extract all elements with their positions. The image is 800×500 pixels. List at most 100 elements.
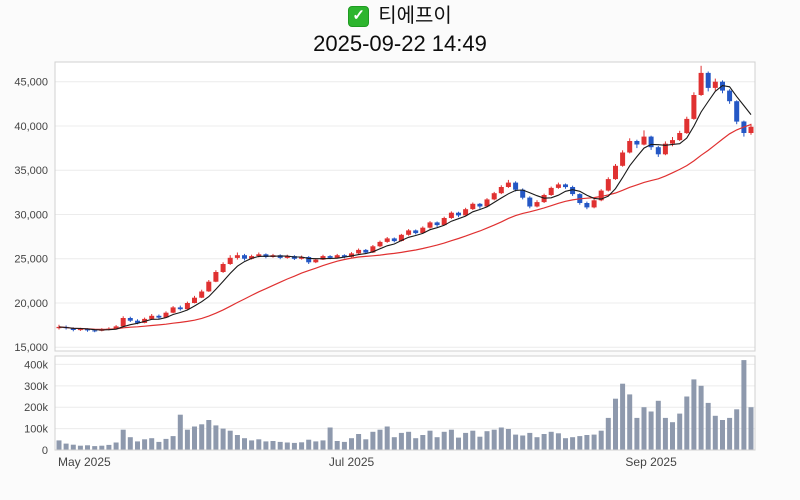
volume-bar bbox=[648, 411, 654, 450]
candle-body bbox=[434, 222, 440, 226]
volume-bar bbox=[120, 429, 126, 450]
volume-bar bbox=[327, 427, 333, 450]
volume-bar bbox=[605, 417, 611, 450]
volume-bar bbox=[534, 437, 540, 450]
volume-bar bbox=[541, 434, 547, 450]
volume-bar bbox=[470, 430, 476, 450]
volume-bar bbox=[513, 434, 519, 450]
volume-bar bbox=[527, 432, 533, 450]
candle-body bbox=[135, 320, 140, 323]
candle-body bbox=[184, 303, 190, 310]
volume-tick-label: 300k bbox=[24, 381, 48, 393]
volume-bar bbox=[299, 442, 305, 450]
candle-body bbox=[620, 152, 626, 166]
volume-bar bbox=[70, 444, 76, 450]
moving-average-5-line bbox=[58, 85, 752, 331]
volume-bar bbox=[206, 420, 212, 450]
candle-body bbox=[427, 222, 433, 228]
candle-body bbox=[584, 203, 590, 208]
price-tick-label: 15,000 bbox=[14, 342, 48, 354]
candle-body bbox=[85, 329, 90, 331]
volume-bar bbox=[734, 409, 740, 450]
candle-body bbox=[505, 182, 511, 187]
price-tick-label: 35,000 bbox=[14, 165, 48, 177]
candle-body bbox=[698, 72, 704, 95]
candle-body bbox=[712, 81, 718, 88]
volume-bars bbox=[56, 360, 754, 450]
candle-body bbox=[670, 140, 675, 144]
volume-bar bbox=[520, 435, 526, 450]
volume-bar bbox=[634, 417, 640, 450]
volume-bar bbox=[99, 445, 105, 450]
volume-bar bbox=[655, 400, 661, 450]
volume-bar bbox=[256, 439, 262, 450]
candle-body bbox=[370, 246, 376, 253]
volume-bar bbox=[234, 435, 240, 450]
candle-body bbox=[284, 256, 290, 258]
x-tick-label: May 2025 bbox=[58, 455, 111, 469]
volume-axis-labels: 0 100k 200k 300k 400k bbox=[24, 359, 48, 457]
volume-bar bbox=[620, 383, 626, 450]
volume-bar bbox=[277, 441, 283, 450]
candle-body bbox=[563, 184, 568, 188]
volume-bar bbox=[156, 441, 162, 450]
candle-body bbox=[605, 179, 611, 191]
volume-bar bbox=[227, 430, 233, 450]
candle-body bbox=[341, 255, 347, 257]
candle-body bbox=[677, 133, 683, 141]
volume-bar bbox=[627, 394, 633, 450]
price-tick-label: 45,000 bbox=[14, 77, 48, 89]
volume-tick-label: 0 bbox=[42, 445, 48, 457]
candle-body bbox=[242, 255, 247, 259]
volume-bar bbox=[563, 438, 568, 450]
green-checkbox-icon: ✓ bbox=[348, 5, 370, 27]
candle-body bbox=[234, 255, 240, 258]
volume-bar bbox=[249, 440, 255, 450]
candle-body bbox=[377, 241, 383, 247]
volume-bar bbox=[448, 429, 454, 450]
volume-bar bbox=[56, 440, 62, 450]
candle-body bbox=[327, 256, 333, 258]
candle-body bbox=[691, 95, 697, 119]
candle-body bbox=[613, 165, 618, 180]
plot-frames bbox=[54, 61, 756, 451]
volume-bar bbox=[291, 442, 297, 450]
candle-body bbox=[320, 256, 326, 260]
volume-tick-label: 200k bbox=[24, 402, 48, 414]
volume-bar bbox=[63, 443, 69, 450]
plot-backgrounds bbox=[55, 62, 755, 450]
volume-bar bbox=[242, 438, 247, 450]
volume-bar bbox=[192, 426, 197, 450]
volume-bar bbox=[670, 422, 675, 450]
volume-bar bbox=[420, 435, 426, 450]
volume-bar bbox=[691, 379, 697, 450]
candle-body bbox=[163, 312, 169, 318]
volume-bar bbox=[406, 431, 412, 450]
candle-body bbox=[306, 257, 312, 263]
candle-body bbox=[748, 126, 754, 133]
candle-body bbox=[548, 187, 554, 195]
volume-bar bbox=[584, 435, 590, 450]
price-tick-label: 40,000 bbox=[14, 121, 48, 133]
volume-bar bbox=[177, 414, 183, 450]
volume-bar bbox=[705, 402, 711, 450]
volume-bar bbox=[427, 430, 433, 450]
candle-body bbox=[127, 318, 133, 321]
price-tick-label: 20,000 bbox=[14, 298, 48, 310]
volume-bar bbox=[142, 439, 148, 450]
volume-bar bbox=[491, 429, 497, 450]
volume-bar bbox=[92, 446, 98, 450]
chart-header: ✓ 티에프이 2025-09-22 14:49 bbox=[0, 4, 800, 57]
candle-body bbox=[420, 227, 426, 233]
volume-bar bbox=[377, 429, 383, 450]
candle-body bbox=[591, 200, 597, 208]
candle-body bbox=[56, 326, 62, 329]
candle-body bbox=[334, 255, 340, 258]
price-gridlines bbox=[55, 81, 755, 348]
candle-body bbox=[477, 203, 483, 207]
candle-body bbox=[456, 212, 461, 216]
volume-bar bbox=[641, 407, 647, 450]
volume-bar bbox=[577, 436, 583, 450]
candle-body bbox=[192, 297, 197, 303]
